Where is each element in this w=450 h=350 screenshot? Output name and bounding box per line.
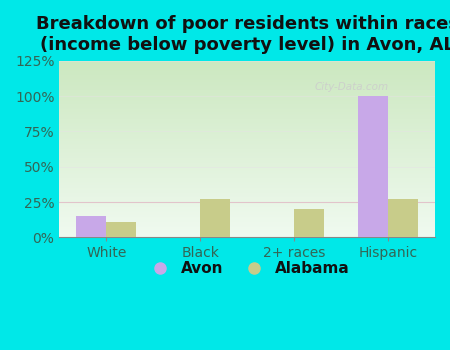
Bar (388, 199, 418, 237)
Bar (106, 222, 136, 237)
Bar (76, 216, 106, 237)
Bar (358, 96, 388, 237)
Title: Breakdown of poor residents within races
(income below poverty level) in Avon, A: Breakdown of poor residents within races… (36, 15, 450, 54)
Legend: Avon, Alabama: Avon, Alabama (138, 256, 356, 282)
Bar (294, 209, 324, 237)
Text: City-Data.com: City-Data.com (315, 82, 389, 92)
Bar (200, 199, 230, 237)
